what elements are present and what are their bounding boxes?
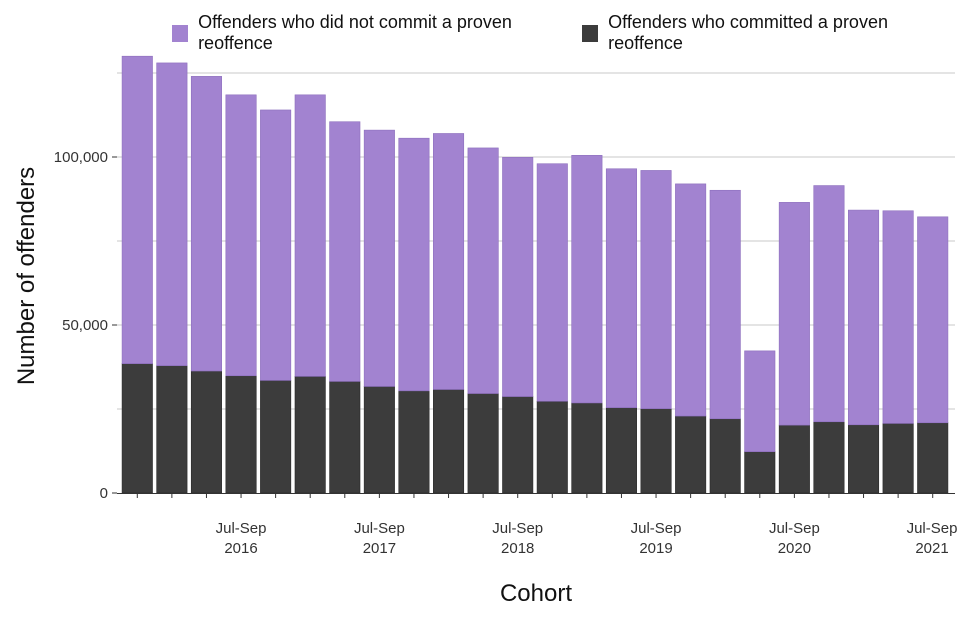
bar-segment-reoffended xyxy=(744,451,776,494)
bar-segment-not-reoffended xyxy=(848,209,880,426)
bar-segment-reoffended xyxy=(467,393,499,494)
bar-segment-reoffended xyxy=(121,363,153,494)
bar-segment-not-reoffended xyxy=(917,216,949,424)
x-tick-label-year: 2016 xyxy=(224,540,257,557)
bar-segment-reoffended xyxy=(225,375,257,494)
bar-segment-not-reoffended xyxy=(121,55,153,364)
legend-item-reoffended: Offenders who committed a proven reoffen… xyxy=(582,12,948,54)
bar-segment-reoffended xyxy=(536,400,568,494)
x-tick-label-year: 2018 xyxy=(501,540,534,557)
bar-segment-reoffended xyxy=(502,396,534,494)
bar-segment-reoffended xyxy=(605,407,637,494)
y-tick-label: 100,000 xyxy=(54,149,108,166)
bar-segment-not-reoffended xyxy=(156,62,188,366)
bar-segment-not-reoffended xyxy=(813,185,845,423)
x-tick-label-year: 2020 xyxy=(778,540,811,557)
legend-label-not-reoffended: Offenders who did not commit a proven re… xyxy=(198,12,512,53)
bar-segment-reoffended xyxy=(260,380,292,494)
bar-segment-not-reoffended xyxy=(640,170,672,409)
bar-segment-not-reoffended xyxy=(260,109,292,381)
x-tick-label: Jul-Sep xyxy=(216,520,267,537)
bar-segment-reoffended xyxy=(190,370,222,494)
bar-segment-not-reoffended xyxy=(398,137,430,392)
bar-segment-reoffended xyxy=(363,386,395,494)
bar-segment-not-reoffended xyxy=(882,210,914,424)
bar-segment-not-reoffended xyxy=(190,76,222,372)
x-tick-label-year: 2021 xyxy=(915,540,948,557)
x-tick-label: Jul-Sep xyxy=(769,520,820,537)
bar-segment-reoffended xyxy=(294,376,326,494)
bar-segment-not-reoffended xyxy=(675,183,707,417)
legend: Offenders who did not commit a proven re… xyxy=(172,12,960,54)
bar-segment-not-reoffended xyxy=(433,133,465,390)
x-tick-label-year: 2019 xyxy=(639,540,672,557)
x-tick-label: Jul-Sep xyxy=(354,520,405,537)
bar-segment-reoffended xyxy=(571,402,603,494)
x-tick-label: Jul-Sep xyxy=(907,520,958,537)
bar-segment-not-reoffended xyxy=(467,147,499,394)
legend-swatch-not-reoffended xyxy=(172,24,189,42)
x-tick-label: Jul-Sep xyxy=(492,520,543,537)
bar-segment-reoffended xyxy=(778,424,810,494)
legend-swatch-reoffended xyxy=(582,24,599,42)
y-tick-label: 0 xyxy=(100,485,108,502)
bar-segment-not-reoffended xyxy=(744,350,776,452)
bar-segment-not-reoffended xyxy=(571,155,603,404)
legend-item-not-reoffended: Offenders who did not commit a proven re… xyxy=(172,12,570,54)
bar-segment-not-reoffended xyxy=(502,157,534,397)
bar-segment-not-reoffended xyxy=(225,94,257,377)
bar-segment-not-reoffended xyxy=(778,202,810,426)
legend-label-reoffended: Offenders who committed a proven reoffen… xyxy=(608,12,888,53)
y-tick-label: 50,000 xyxy=(62,317,108,334)
x-tick-label: Jul-Sep xyxy=(631,520,682,537)
bar-segment-reoffended xyxy=(882,423,914,494)
bar-segment-reoffended xyxy=(329,381,361,494)
bar-segment-reoffended xyxy=(813,421,845,494)
bar-segment-not-reoffended xyxy=(294,94,326,377)
bar-segment-not-reoffended xyxy=(709,189,741,420)
bar-segment-reoffended xyxy=(709,418,741,494)
bar-segment-reoffended xyxy=(156,365,188,494)
bar-segment-reoffended xyxy=(433,389,465,494)
x-axis-title: Cohort xyxy=(499,580,573,607)
bar-segment-not-reoffended xyxy=(536,163,568,402)
bar-segment-not-reoffended xyxy=(605,168,637,408)
x-tick-label-year: 2017 xyxy=(363,540,396,557)
bar-segment-reoffended xyxy=(848,424,880,494)
bar-segment-not-reoffended xyxy=(363,129,395,387)
bar-segment-not-reoffended xyxy=(329,121,361,382)
bar-segment-reoffended xyxy=(398,390,430,494)
bar-segment-reoffended xyxy=(675,415,707,494)
bar-segment-reoffended xyxy=(640,408,672,494)
bar-segment-reoffended xyxy=(917,422,949,494)
